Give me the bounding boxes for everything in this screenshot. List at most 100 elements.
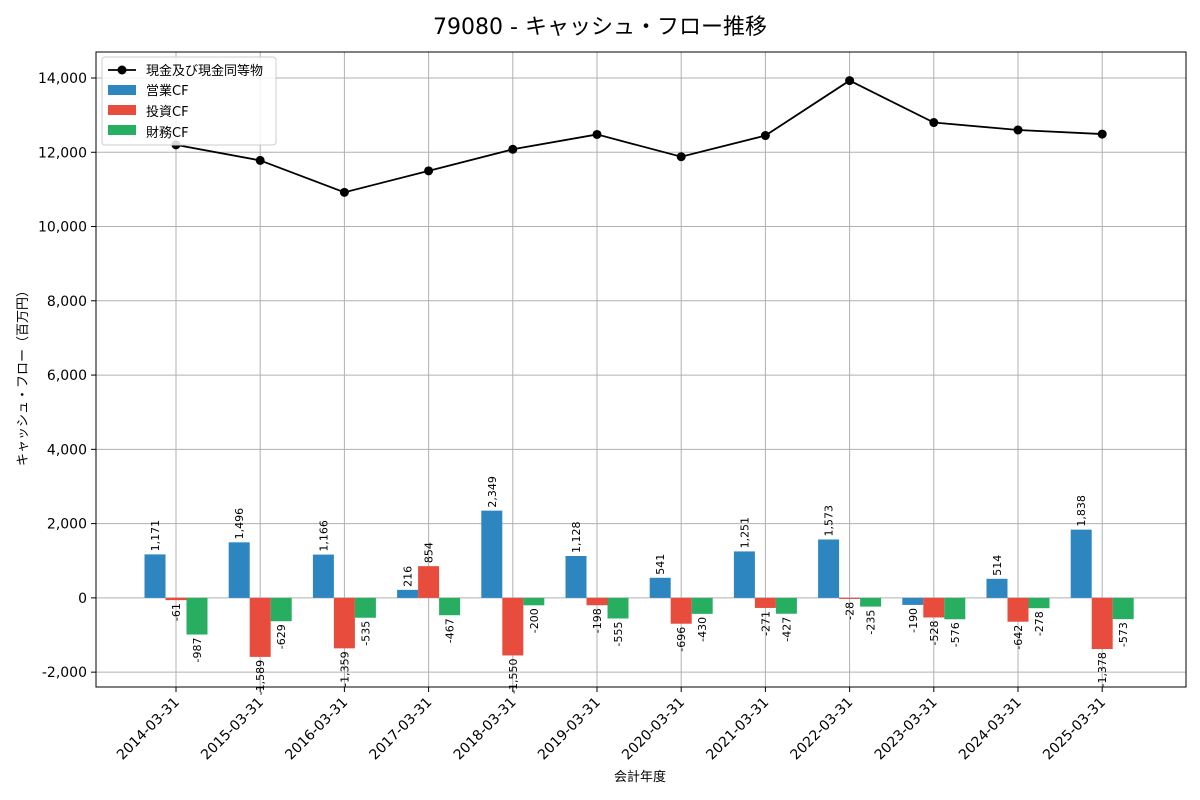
bar-0-2022-03-31 (818, 539, 840, 598)
cash-point-2019-03-31 (592, 129, 602, 139)
x-axis: 2014-03-31 2015-03-31 2016-03-31 2017-03-31… (114, 687, 1109, 763)
y-tick-label: 0 (78, 591, 87, 607)
bar-label-0-2016-03-31: 1,166 (317, 520, 330, 552)
bar-2-2018-03-31 (523, 597, 545, 606)
y-tick-label: 12,000 (38, 145, 87, 161)
bar-label-0-2020-03-31: 541 (654, 554, 667, 575)
bar-2-2015-03-31 (270, 597, 292, 622)
bar-label-0-2017-03-31: 216 (402, 566, 415, 587)
cash-point-2018-03-31 (508, 144, 518, 154)
legend-label-operating: 営業CF (146, 83, 189, 99)
x-tick-label: 2014-03-31 (114, 695, 183, 764)
bar-label-2-2017-03-31: -467 (444, 618, 457, 643)
bar-0-2016-03-31 (312, 554, 334, 598)
bar-0-2018-03-31 (481, 510, 503, 598)
bar-2-2021-03-31 (775, 597, 797, 614)
bar-label-2-2018-03-31: -200 (528, 608, 541, 633)
bar-2-2020-03-31 (691, 597, 713, 614)
bar-1-2022-03-31 (839, 597, 861, 599)
x-tick-label: 2022-03-31 (788, 695, 857, 764)
x-axis-label: 会計年度 (614, 769, 666, 785)
bar-0-2023-03-31 (902, 597, 924, 605)
bar-1-2023-03-31 (923, 597, 945, 618)
bar-0-2020-03-31 (649, 577, 671, 598)
bar-label-2-2020-03-31: -430 (696, 617, 709, 642)
plot-frame (95, 51, 1187, 688)
bar-label-1-2022-03-31: -28 (844, 602, 857, 620)
bar-label-0-2024-03-31: 514 (991, 555, 1004, 576)
y-tick-label: 10,000 (38, 220, 87, 236)
bar-label-1-2015-03-31: -1,589 (254, 660, 267, 695)
bar-label-0-2019-03-31: 1,128 (570, 521, 583, 553)
bar-0-2017-03-31 (397, 589, 419, 598)
bar-label-0-2025-03-31: 1,838 (1075, 495, 1088, 527)
cash-polyline (175, 79, 1103, 194)
cash-point-2023-03-31 (929, 118, 939, 128)
y-tick-label: 8,000 (47, 294, 87, 310)
bar-label-2-2016-03-31: -535 (359, 621, 372, 646)
bar-label-1-2017-03-31: 854 (423, 542, 436, 563)
bar-2-2014-03-31 (186, 597, 208, 635)
legend-label-cash: 現金及び現金同等物 (146, 63, 263, 79)
bar-label-2-2025-03-31: -573 (1117, 622, 1130, 647)
y-tick-label: 4,000 (47, 442, 87, 458)
bar-0-2014-03-31 (144, 554, 166, 598)
bar-0-2021-03-31 (733, 551, 755, 598)
cash-line (171, 76, 1107, 197)
bar-label-1-2021-03-31: -271 (759, 611, 772, 636)
bar-1-2019-03-31 (586, 597, 608, 606)
cash-point-2022-03-31 (845, 76, 855, 86)
x-tick-label: 2023-03-31 (872, 695, 941, 764)
data-labels: 1,171 1,496 1,166 216 2,349 1,128 541 1,251 1,57… (149, 476, 1130, 695)
legend-label-financing: 財務CF (146, 126, 189, 141)
x-tick-label: 2024-03-31 (956, 695, 1025, 764)
bar-label-0-2018-03-31: 2,349 (486, 476, 499, 508)
cash-point-2025-03-31 (1097, 129, 1107, 139)
cash-point-2016-03-31 (339, 187, 349, 197)
bar-label-2-2019-03-31: -555 (612, 621, 625, 646)
bar-0-2025-03-31 (1070, 529, 1092, 598)
bar-2-2017-03-31 (439, 597, 461, 616)
y-tick-label: 6,000 (47, 368, 87, 384)
bar-label-0-2023-03-31: -190 (907, 608, 920, 633)
bar-0-2019-03-31 (565, 555, 587, 598)
y-tick-label: -2,000 (42, 665, 87, 681)
cash-point-2021-03-31 (760, 131, 770, 141)
bar-1-2024-03-31 (1007, 597, 1029, 622)
x-tick-label: 2025-03-31 (1040, 695, 1109, 764)
x-tick-label: 2020-03-31 (619, 695, 688, 764)
bar-label-1-2025-03-31: -1,378 (1096, 652, 1109, 687)
x-tick-label: 2018-03-31 (451, 695, 520, 764)
x-tick-label: 2019-03-31 (535, 695, 604, 764)
bar-1-2018-03-31 (502, 597, 524, 656)
bar-label-1-2016-03-31: -1,359 (338, 651, 351, 686)
bar-label-1-2020-03-31: -696 (675, 627, 688, 652)
bar-label-1-2019-03-31: -198 (591, 608, 604, 633)
x-tick-label: 2016-03-31 (282, 695, 351, 764)
bar-1-2021-03-31 (754, 597, 776, 608)
bar-1-2020-03-31 (670, 597, 692, 624)
y-axis: -2,000 0 2,000 4,000 6,000 8,000 10,000 12,000 1… (38, 71, 96, 681)
legend-swatch-operating (108, 85, 136, 95)
bar-0-2024-03-31 (986, 578, 1008, 598)
bar-label-2-2015-03-31: -629 (275, 624, 288, 649)
y-tick-label: 2,000 (47, 517, 87, 533)
cash-point-2015-03-31 (255, 155, 265, 165)
bar-label-2-2021-03-31: -427 (780, 617, 793, 642)
bar-label-2-2023-03-31: -576 (949, 622, 962, 647)
bar-label-2-2014-03-31: -987 (191, 638, 204, 663)
chart-title: 79080 - キャッシュ・フロー推移 (433, 15, 767, 40)
bar-1-2016-03-31 (333, 597, 355, 649)
y-tick-label: 14,000 (38, 71, 87, 87)
bars (144, 510, 1134, 657)
grid (96, 52, 1186, 687)
legend-swatch-financing (108, 125, 136, 135)
bar-1-2025-03-31 (1091, 597, 1113, 650)
bar-label-0-2014-03-31: 1,171 (149, 520, 162, 552)
legend-box (101, 56, 277, 146)
bar-2-2019-03-31 (607, 597, 629, 619)
bar-label-2-2024-03-31: -278 (1033, 611, 1046, 636)
x-tick-label: 2017-03-31 (367, 695, 436, 764)
bar-1-2015-03-31 (249, 597, 271, 657)
